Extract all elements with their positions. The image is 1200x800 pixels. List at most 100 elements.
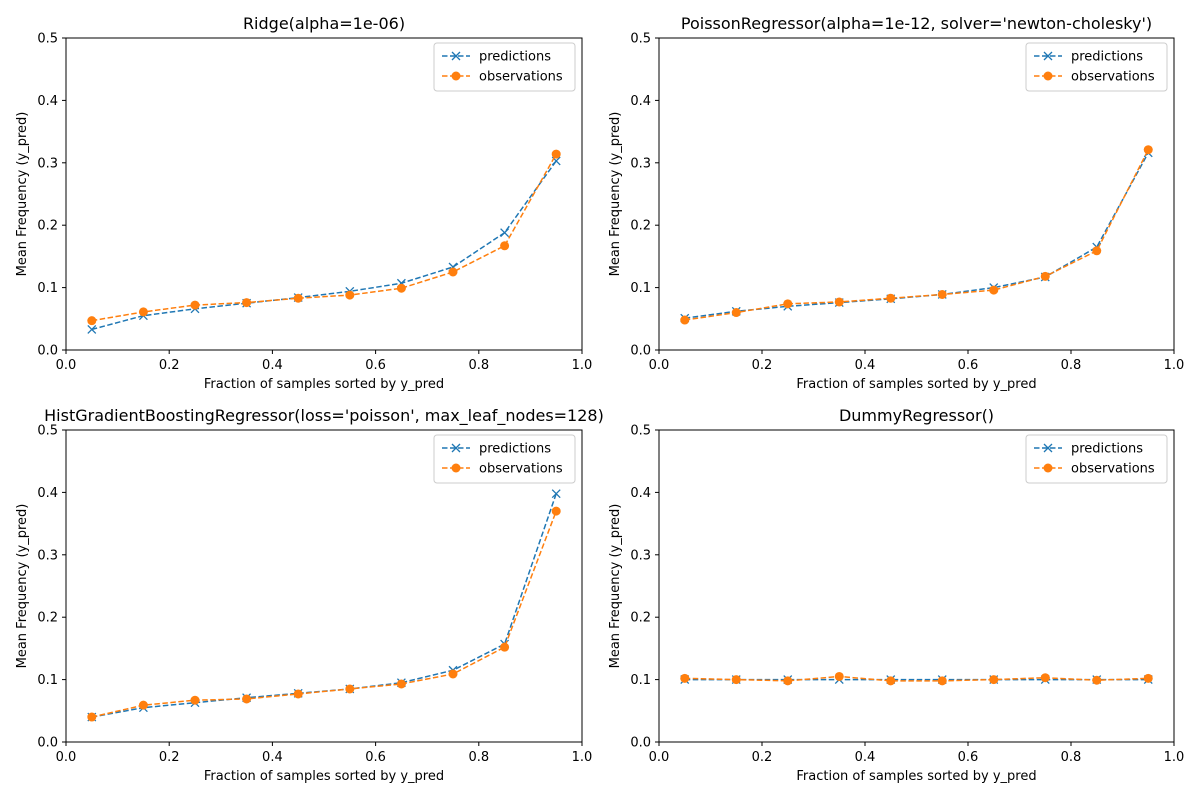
y-tick-label: 0.5: [37, 32, 58, 47]
y-tick-label: 0.4: [630, 94, 651, 109]
y-axis-label: Mean Frequency (y_pred): [15, 504, 30, 669]
chart-title: HistGradientBoostingRegressor(loss='pois…: [44, 406, 604, 426]
data-point-observations: [293, 293, 303, 303]
data-point-observations: [1092, 246, 1102, 256]
y-tick-label: 0.1: [630, 281, 651, 296]
y-axis-label: Mean Frequency (y_pred): [15, 112, 30, 277]
data-point-observations: [783, 676, 793, 686]
x-tick-label: 0.0: [649, 358, 670, 373]
data-point-observations: [500, 241, 510, 251]
y-tick-label: 0.0: [630, 736, 651, 751]
series-line-observations: [684, 149, 1149, 321]
axes-frame: [658, 37, 1175, 351]
chart-title: DummyRegressor(): [839, 406, 994, 425]
legend-label: predictions: [479, 50, 551, 65]
data-point-observations: [937, 676, 947, 686]
y-tick-label: 0.3: [37, 548, 58, 563]
series-line-predictions: [91, 160, 557, 331]
data-point-observations: [396, 283, 406, 293]
y-tick-label: 0.2: [37, 219, 58, 234]
data-point-observations: [886, 676, 896, 686]
x-tick-label: 0.0: [56, 750, 77, 765]
data-point-observations: [448, 669, 458, 679]
x-tick-label: 0.8: [1061, 750, 1082, 765]
x-tick-label: 0.6: [958, 750, 979, 765]
legend-marker-predictions: [451, 51, 461, 61]
series-group: [87, 149, 561, 334]
series-group: [680, 145, 1153, 325]
data-point-observations: [731, 675, 741, 685]
y-tick-label: 0.1: [37, 281, 58, 296]
legend: predictions observations: [433, 434, 576, 484]
data-point-observations: [500, 642, 510, 652]
data-point-observations: [731, 308, 741, 318]
x-tick-label: 0.0: [649, 750, 670, 765]
x-tick-label: 0.8: [1061, 358, 1082, 373]
data-point-observations: [680, 673, 690, 683]
y-tick-label: 0.4: [37, 486, 58, 501]
data-point-observations: [87, 316, 97, 326]
y-tick-label: 0.5: [37, 424, 58, 439]
data-point-observations: [190, 300, 200, 310]
x-tick-label: 0.6: [958, 358, 979, 373]
data-point-observations: [138, 307, 148, 317]
data-point-observations: [989, 285, 999, 295]
data-point-observations: [1092, 675, 1102, 685]
axes-frame: [658, 429, 1175, 743]
chart-panel-3: 0.0 0.2 0.4 0.6 0.8 1.0 0.0 0.1 0.2 0.3 0.4 0.5Hist…: [15, 406, 604, 784]
data-point-observations: [293, 689, 303, 699]
legend-label: predictions: [1071, 50, 1143, 65]
y-tick-label: 0.2: [37, 611, 58, 626]
series-line-observations: [684, 675, 1149, 682]
data-point-observations: [448, 267, 458, 277]
x-tick-label: 0.8: [468, 358, 489, 373]
legend-marker-predictions: [1043, 51, 1053, 61]
legend-marker-predictions: [451, 443, 461, 453]
y-tick-label: 0.3: [630, 548, 651, 563]
legend-box: [433, 434, 576, 484]
x-tick-label: 0.2: [752, 358, 773, 373]
data-point-observations: [1143, 145, 1153, 155]
x-tick-label: 0.2: [752, 750, 773, 765]
y-tick-label: 0.0: [37, 736, 58, 751]
x-tick-label: 0.0: [56, 358, 77, 373]
chart-title: Ridge(alpha=1e-06): [243, 14, 405, 33]
legend-box: [1025, 434, 1168, 484]
legend-label: predictions: [1071, 442, 1143, 457]
data-point-observations: [1040, 673, 1050, 683]
x-tick-label: 0.6: [365, 358, 386, 373]
series-line-observations: [91, 153, 557, 322]
y-tick-label: 0.5: [630, 424, 651, 439]
data-point-observations: [190, 695, 200, 705]
legend-label: observations: [479, 462, 563, 477]
y-tick-label: 0.1: [630, 673, 651, 688]
y-tick-label: 0.5: [630, 32, 651, 47]
legend: predictions observations: [1025, 434, 1168, 484]
legend-marker-observations: [451, 463, 461, 473]
data-point-observations: [680, 315, 690, 325]
data-point-observations: [834, 671, 844, 681]
x-tick-label: 0.2: [159, 750, 180, 765]
axes-frame: [65, 37, 583, 351]
y-axis-label: Mean Frequency (y_pred): [608, 112, 623, 277]
data-point-observations: [345, 290, 355, 300]
data-point-observations: [937, 289, 947, 299]
legend-label: observations: [1071, 70, 1155, 85]
data-point-observations: [242, 298, 252, 308]
legend-label: predictions: [479, 442, 551, 457]
data-point-observations: [834, 297, 844, 307]
x-tick-label: 0.4: [855, 750, 876, 765]
data-point-observations: [138, 700, 148, 710]
x-axis-label: Fraction of samples sorted by y_pred: [796, 769, 1036, 784]
data-point-observations: [1040, 271, 1050, 281]
data-point-observations: [989, 675, 999, 685]
x-tick-label: 0.4: [262, 358, 283, 373]
x-axis-label: Fraction of samples sorted by y_pred: [204, 769, 444, 784]
legend-marker-observations: [451, 71, 461, 81]
x-tick-label: 0.2: [159, 358, 180, 373]
data-point-observations: [551, 506, 561, 516]
data-point-observations: [783, 299, 793, 309]
data-point-observations: [551, 149, 561, 159]
x-tick-label: 0.4: [855, 358, 876, 373]
